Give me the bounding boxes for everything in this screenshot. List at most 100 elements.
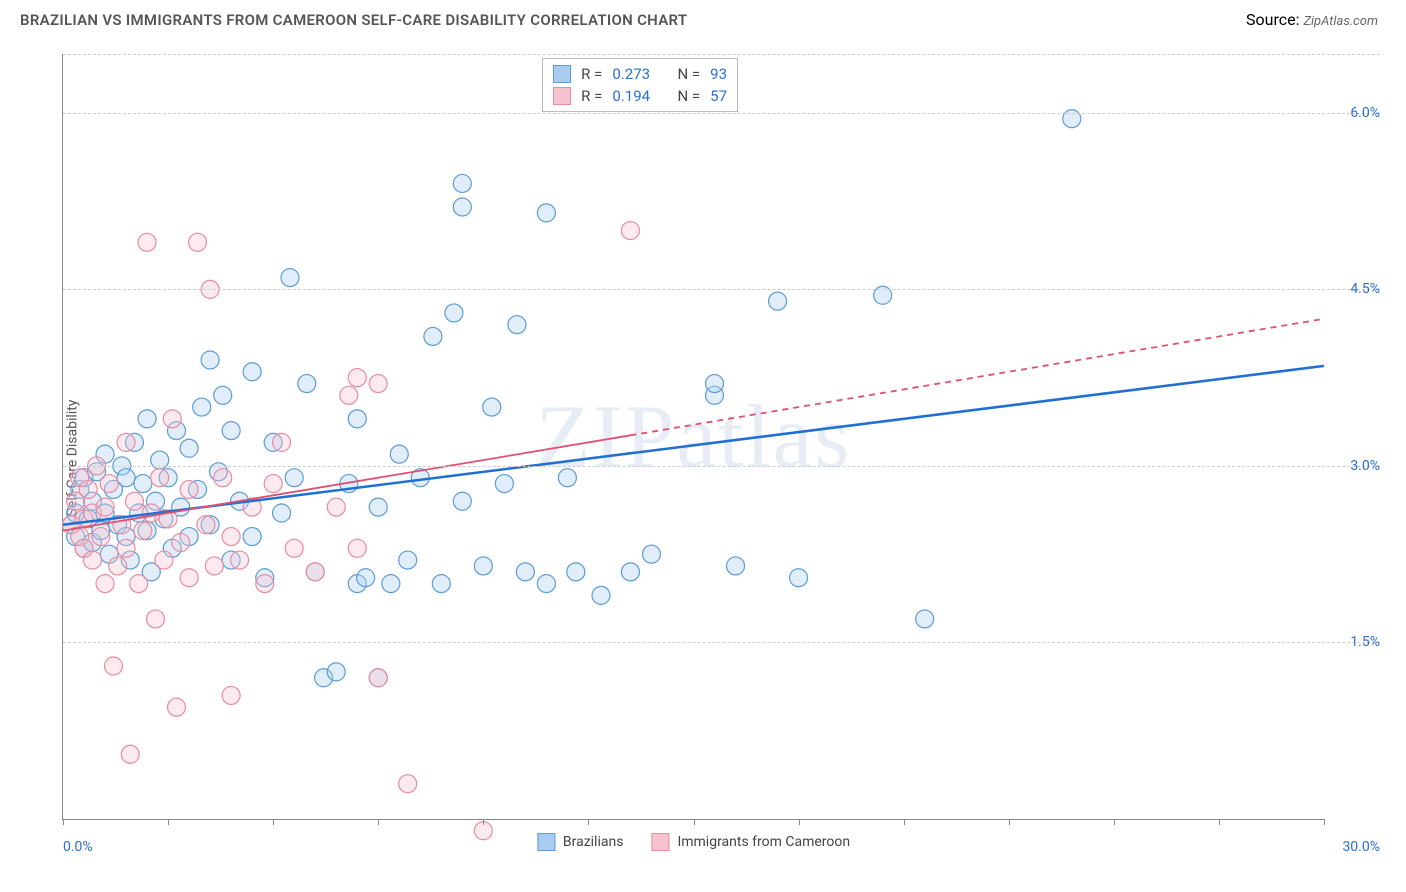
data-point [399,775,417,793]
legend-n-label: N = [678,87,701,105]
data-point [146,610,164,628]
data-point [96,575,114,593]
data-point [138,233,156,251]
data-point [537,204,555,222]
trend-line [630,319,1324,436]
legend-stat-row: R = 0.273 N = 93 [553,63,727,85]
data-point [790,569,808,587]
legend-swatch [651,833,669,851]
data-point [214,469,232,487]
x-tick [378,819,379,825]
data-point [537,575,555,593]
data-point [348,539,366,557]
legend-r-value: 0.194 [612,87,650,105]
x-tick [273,819,274,825]
legend-n-value: 57 [710,87,727,105]
gridline [63,642,1380,643]
data-point [369,669,387,687]
data-point [327,498,345,516]
data-point [222,686,240,704]
data-point [121,745,139,763]
data-point [369,498,387,516]
data-point [495,475,513,493]
x-axis-end: 30.0% [1342,839,1380,855]
data-point [109,557,127,575]
source-label: Source: [1246,10,1299,29]
data-point [453,492,471,510]
chart-title: BRAZILIAN VS IMMIGRANTS FROM CAMEROON SE… [20,11,687,29]
plot-area: ZIPatlas R = 0.273 N = 93 R = 0.194 N = … [62,54,1324,820]
data-point [445,304,463,322]
legend-series: Brazilians Immigrants from Cameroon [537,833,850,851]
data-point [172,533,190,551]
data-point [125,492,143,510]
data-point [231,551,249,569]
data-point [193,398,211,416]
data-point [100,475,118,493]
legend-r-value: 0.273 [612,65,650,83]
data-point [201,351,219,369]
data-point [453,198,471,216]
data-point [151,469,169,487]
data-point [79,480,97,498]
data-point [558,469,576,487]
x-tick [483,819,484,825]
data-point [130,575,148,593]
gridline [63,113,1380,114]
data-point [642,545,660,563]
legend-item: Immigrants from Cameroon [651,833,850,851]
data-point [117,469,135,487]
legend-n-value: 93 [710,65,727,83]
legend-stat-row: R = 0.194 N = 57 [553,85,727,107]
data-point [273,504,291,522]
y-tick-label: 4.5% [1330,281,1380,297]
x-tick [1219,819,1220,825]
data-point [83,551,101,569]
x-tick [1009,819,1010,825]
data-point [92,528,110,546]
data-point [281,269,299,287]
y-tick-label: 3.0% [1330,458,1380,474]
x-tick [799,819,800,825]
x-tick [904,819,905,825]
data-point [180,439,198,457]
data-point [706,375,724,393]
data-point [382,575,400,593]
gridline [63,466,1380,467]
legend-n-label: N = [678,65,701,83]
data-point [592,586,610,604]
data-point [155,551,173,569]
legend-r-label: R = [581,87,602,105]
data-point [134,475,152,493]
legend-item: Brazilians [537,833,624,851]
data-point [243,528,261,546]
data-point [369,375,387,393]
y-tick-label: 6.0% [1330,105,1380,121]
y-tick-label: 1.5% [1330,634,1380,650]
source: Source: ZipAtlas.com [1246,10,1378,29]
x-tick [694,819,695,825]
gridline [63,289,1380,290]
legend-swatch [553,87,571,105]
data-point [327,663,345,681]
data-point [621,222,639,240]
data-point [117,433,135,451]
legend-swatch [537,833,555,851]
data-point [180,569,198,587]
data-point [214,386,232,404]
data-point [348,410,366,428]
data-point [273,433,291,451]
data-point [453,174,471,192]
data-point [916,610,934,628]
legend-stats: R = 0.273 N = 93 R = 0.194 N = 57 [542,58,738,112]
data-point [298,375,316,393]
data-point [483,398,501,416]
data-point [96,498,114,516]
data-point [508,316,526,334]
data-point [390,445,408,463]
data-point [197,516,215,534]
data-point [117,539,135,557]
data-point [264,475,282,493]
data-point [348,369,366,387]
data-point [621,563,639,581]
